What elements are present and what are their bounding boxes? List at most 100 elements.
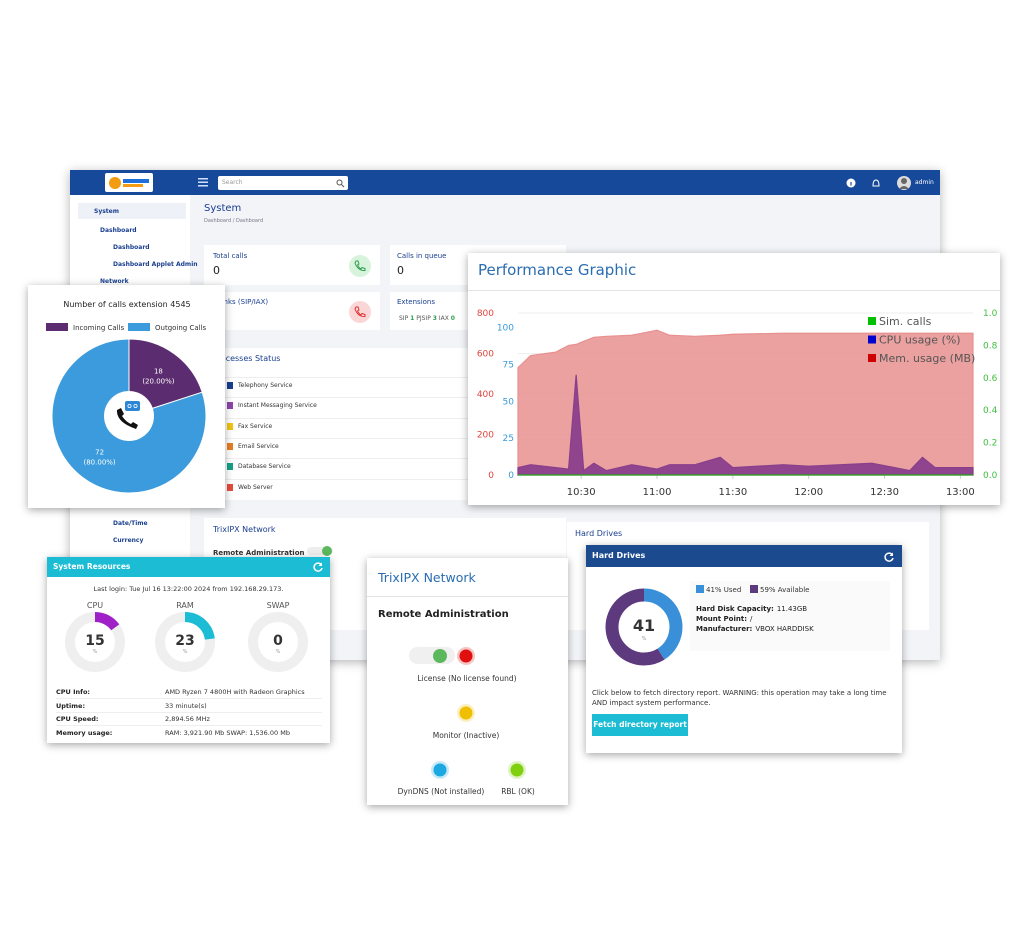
trunks-icon [349, 301, 371, 323]
detail-value: 11.43GB [777, 605, 807, 613]
legend-swatch [868, 317, 876, 325]
service-row-line [213, 478, 553, 480]
y-tick-label: 400 [477, 390, 494, 400]
service-name: Telephony Service [238, 382, 293, 389]
page-title: System [204, 203, 242, 214]
menu-item[interactable]: Dashboard [113, 244, 150, 251]
legend-swatch [868, 335, 876, 344]
phone-glyph [116, 408, 138, 429]
y-tick-label: 0.6 [983, 374, 998, 384]
x-tick-label: 11:00 [643, 487, 672, 498]
info-icon[interactable] [845, 177, 857, 189]
performance-chart: 0 200 400 600 800 0 25 50 75 100 0.0 0.2 0.4 0.6 0.8 1.… [477, 309, 998, 498]
menu-item[interactable]: Network [100, 278, 129, 285]
pie-chart: Number of calls extension 4545 Incoming … [46, 300, 207, 494]
gauge-unit: % [93, 649, 98, 655]
menu-item[interactable]: System [94, 208, 119, 215]
detail-row: Hard Disk Capacity: 11.43GB [696, 605, 807, 613]
legend-swatch [750, 585, 758, 593]
search-icon[interactable] [336, 179, 345, 188]
service-name: Web Server [238, 483, 273, 491]
ext-count: 0 [450, 315, 455, 322]
stat-value: 0 [213, 264, 220, 277]
info-divider [56, 725, 322, 726]
x-tick-label: 11:30 [718, 487, 747, 498]
detail-value: / [750, 615, 753, 623]
menu-item[interactable]: Date/Time [113, 520, 148, 527]
legend-swatch [868, 354, 876, 362]
gauge-label: CPU [87, 601, 103, 610]
avatar[interactable] [896, 175, 912, 191]
ext-name: PJSIP [416, 315, 431, 322]
network-card-title: TrixIPX Network [213, 525, 276, 534]
info-value: AMD Ryzen 7 4800H with Radeon Graphics [165, 688, 305, 696]
service-icon [227, 442, 233, 450]
series-area [517, 329, 974, 476]
status-light [459, 706, 473, 720]
menu-item[interactable]: Dashboard Applet Admin [113, 261, 198, 268]
service-row-line [213, 458, 553, 460]
info-divider [56, 698, 322, 699]
ext-name: SIP [399, 315, 409, 322]
user-name[interactable]: admin [915, 179, 934, 186]
info-key: Memory usage: [56, 728, 113, 737]
calls-icon [349, 255, 371, 277]
donut-unit: % [642, 636, 647, 642]
hard-drives-card-title: Hard Drives [575, 529, 623, 538]
service-icon [227, 422, 233, 430]
disk-donut: 41% 41% Used 59% Available Hard Disk Capaci… [605, 581, 890, 666]
menu-item[interactable]: Currency [113, 537, 144, 544]
network-section: Remote Administration [378, 609, 509, 620]
status-light [433, 763, 447, 777]
card-header [586, 545, 902, 567]
service-icon [227, 402, 233, 410]
status-label: RBL (OK) [501, 787, 535, 796]
card-header [47, 557, 330, 577]
legend-label: Incoming Calls [73, 324, 125, 332]
detail-key: Mount Point: [696, 615, 747, 623]
performance-title: Performance Graphic [478, 261, 637, 279]
center-icon [104, 391, 154, 441]
y-tick-label: 0 [488, 471, 494, 481]
stat-label: Trunks (SIP/IAX) [213, 298, 269, 306]
details-bg [690, 581, 890, 651]
info-key: CPU Info: [56, 688, 91, 696]
legend-swatch [128, 323, 150, 331]
x-tick-label: 12:00 [794, 487, 823, 498]
refresh-button[interactable] [883, 551, 895, 563]
detail-row: Mount Point: / [696, 615, 753, 623]
menu-item[interactable]: Dashboard [100, 227, 137, 234]
stat-label: Total calls [213, 252, 248, 260]
card-title: System Resources [53, 562, 131, 571]
donut-value: 41 [633, 616, 655, 635]
y-tick-label: 75 [503, 361, 514, 371]
hard-drives-card: Hard Drives 41% 41% Used 59% Available Hard… [586, 545, 902, 753]
search-input[interactable] [218, 176, 348, 190]
bell-icon[interactable] [870, 177, 882, 189]
menu-toggle[interactable] [198, 178, 208, 187]
stat-label: Extensions [397, 298, 436, 306]
detail-key: Manufacturer: [696, 625, 753, 633]
fetch-report-button[interactable]: Fetch directory report [592, 714, 688, 736]
status-lights: License (No license found) Monitor (Inact… [398, 647, 535, 796]
vm-dot [133, 404, 138, 409]
y-tick-label: 25 [503, 434, 514, 444]
service-row-line [213, 397, 553, 399]
logo-graphic [109, 177, 149, 189]
detail-value: VBOX HARDDISK [755, 625, 814, 633]
slice-value: 72 [95, 448, 104, 456]
y-tick-label: 0.8 [983, 341, 998, 351]
legend-label: 41% Used [706, 586, 741, 594]
divider [468, 290, 1000, 291]
ext-count: 1 [410, 315, 415, 322]
legend-swatch [696, 585, 704, 593]
y-tick-label: 800 [477, 309, 494, 319]
slice-value: 18 [154, 368, 163, 376]
vm-dot [127, 404, 132, 409]
info-value: 2,894.56 MHz [165, 715, 210, 723]
refresh-button[interactable] [312, 561, 324, 573]
detail-key: Hard Disk Capacity: [696, 605, 774, 613]
status-light [459, 649, 473, 663]
last-login: Last login: Tue Jul 16 13:22:00 2024 fro… [93, 585, 284, 593]
